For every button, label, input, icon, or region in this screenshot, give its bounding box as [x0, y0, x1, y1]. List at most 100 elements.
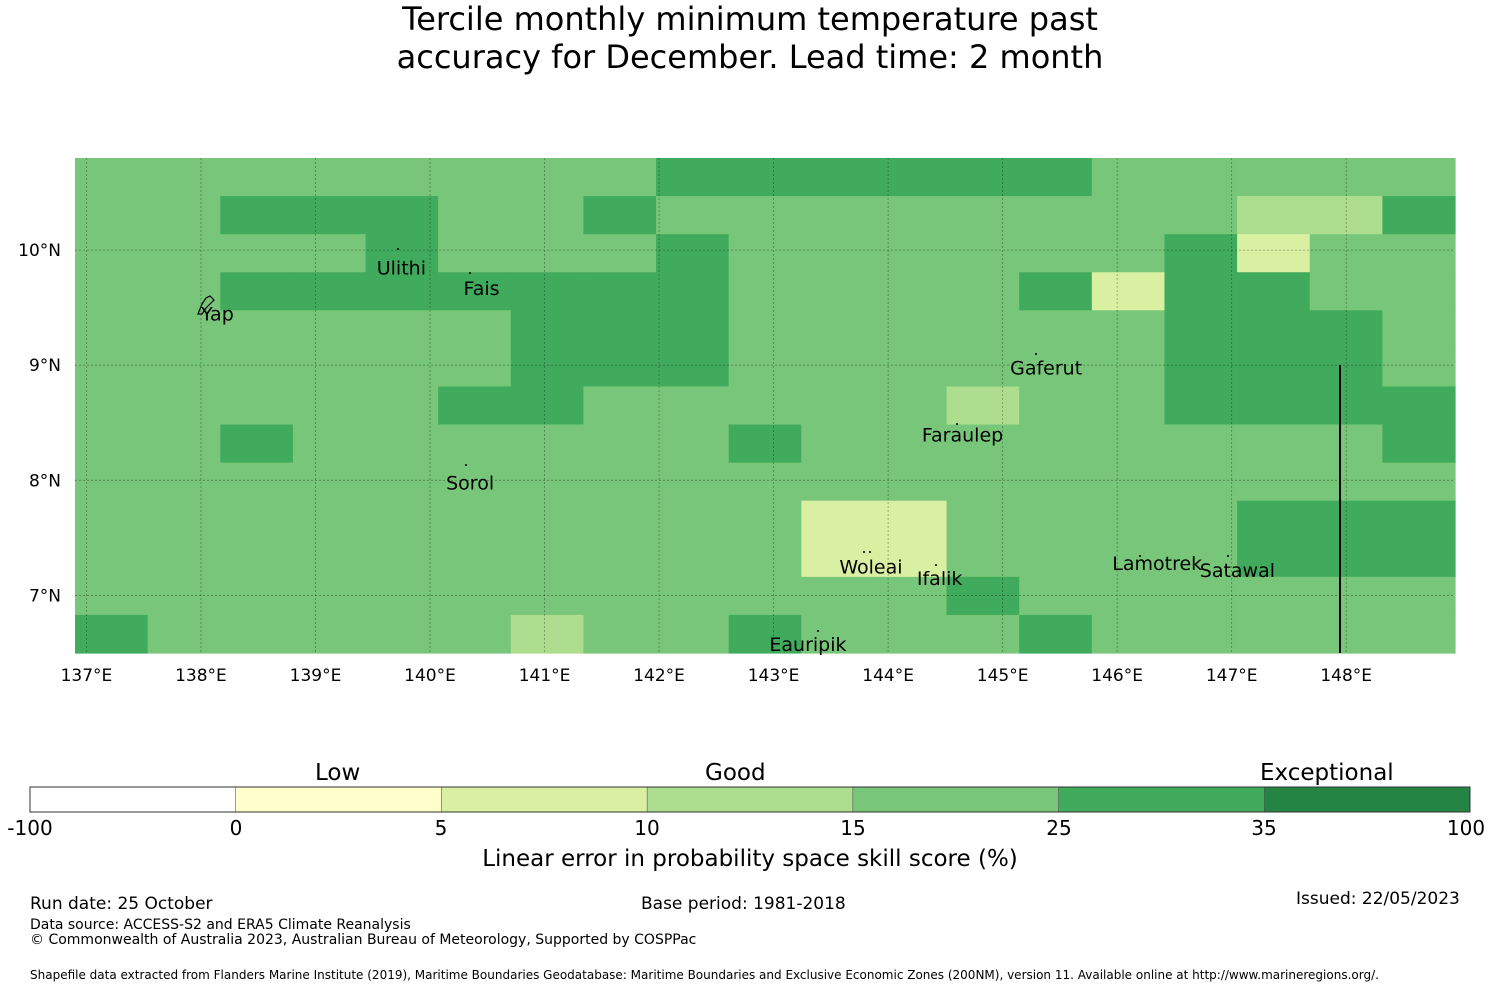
grid-cell	[583, 310, 657, 349]
grid-cell	[220, 462, 294, 502]
island-dot	[397, 248, 399, 250]
grid-cell	[438, 348, 512, 388]
colorbar-segment	[1264, 787, 1471, 812]
grid-cell	[1382, 234, 1456, 273]
grid-cell	[656, 424, 730, 464]
colorbar-category-low: Low	[315, 760, 361, 786]
grid-cell	[365, 500, 439, 540]
place-label: Ifalik	[917, 568, 963, 590]
grid-cell	[75, 462, 149, 502]
grid-cell	[220, 272, 294, 311]
grid-cell	[728, 500, 802, 540]
grid-cell	[583, 576, 657, 616]
grid-cell	[873, 462, 948, 502]
grid-cell	[801, 424, 875, 464]
longitude-label: 140°E	[404, 666, 456, 686]
grid-cell	[438, 614, 512, 654]
grid-cell	[438, 386, 512, 426]
latitude-label: 8°N	[29, 471, 61, 491]
grid-cell	[1091, 310, 1166, 349]
grid-cell	[438, 158, 512, 197]
grid-cell	[75, 386, 149, 426]
grid-cell	[801, 348, 875, 388]
latitude-label: 7°N	[29, 586, 61, 606]
colorbar-category-exceptional: Exceptional	[1260, 760, 1394, 786]
grid-cell	[75, 348, 149, 388]
grid-cell	[1019, 576, 1093, 616]
title-line-2: accuracy for December. Lead time: 2 mont…	[396, 38, 1104, 76]
grid-cell	[1091, 424, 1166, 464]
longitude-label: 139°E	[290, 666, 342, 686]
grid-cell	[438, 500, 512, 540]
grid-cell	[292, 538, 367, 578]
place-label: Eauripik	[769, 634, 846, 656]
grid-cell	[1091, 538, 1166, 578]
grid-cell	[583, 538, 657, 578]
colorbar-tick: -100	[7, 816, 53, 840]
grid-cell	[1382, 462, 1456, 502]
grid-cell	[438, 234, 512, 273]
grid-cell	[1237, 310, 1311, 349]
colorbar-segment	[30, 787, 237, 812]
grid-cell	[1091, 386, 1166, 426]
grid-cell	[147, 386, 221, 426]
grid-cell	[728, 614, 802, 654]
grid-cell	[292, 310, 367, 349]
grid-cell	[1237, 424, 1311, 464]
grid-cell	[728, 386, 802, 426]
grid-cell	[510, 234, 585, 273]
grid-cell	[292, 234, 367, 273]
grid-cell	[946, 234, 1020, 273]
longitude-label: 141°E	[519, 666, 571, 686]
grid-cell	[75, 272, 149, 311]
grid-cell	[728, 272, 802, 311]
longitude-label: 148°E	[1320, 666, 1372, 686]
grid-cell	[583, 196, 657, 235]
grid-cell	[365, 272, 439, 311]
longitude-label: 146°E	[1091, 666, 1143, 686]
grid-cell	[1091, 234, 1166, 273]
colorbar-tick: 10	[634, 816, 660, 840]
data-source: Data source: ACCESS-S2 and ERA5 Climate …	[30, 917, 411, 933]
grid-cell	[1019, 158, 1093, 197]
grid-cell	[1237, 462, 1311, 502]
grid-cell	[728, 462, 802, 502]
grid-cell	[365, 538, 439, 578]
shapefile-credit: Shapefile data extracted from Flanders M…	[30, 968, 1379, 982]
grid-cell	[1091, 196, 1166, 235]
grid-cell	[1309, 576, 1383, 616]
grid-cell	[946, 462, 1020, 502]
grid-cell	[801, 158, 875, 197]
grid-cell	[147, 614, 221, 654]
grid-cell	[292, 500, 367, 540]
colorbar-segment	[1058, 787, 1265, 812]
grid-cell	[583, 462, 657, 502]
latitude-label: 9°N	[29, 356, 61, 376]
grid-cell	[292, 424, 367, 464]
longitude-label: 147°E	[1206, 666, 1258, 686]
grid-cell	[1091, 614, 1166, 654]
grid-cell	[292, 614, 367, 654]
grid-cell	[1164, 462, 1238, 502]
grid-cell	[873, 234, 948, 273]
colorbar-segment	[647, 787, 854, 812]
grid-cell	[75, 196, 149, 235]
grid-cell	[220, 538, 294, 578]
copyright: © Commonwealth of Australia 2023, Austra…	[30, 932, 697, 948]
grid-cell	[220, 500, 294, 540]
grid-cell	[656, 234, 730, 273]
grid-cell	[1019, 272, 1093, 311]
grid-cell	[801, 196, 875, 235]
colorbar-category-good: Good	[705, 760, 766, 786]
grid-cell	[510, 272, 585, 311]
grid-cell	[1019, 424, 1093, 464]
grid-cell	[873, 614, 948, 654]
grid-cell	[946, 272, 1020, 311]
grid-cell	[510, 538, 585, 578]
grid-cell	[510, 310, 585, 349]
grid-cell	[656, 158, 730, 197]
grid-cell	[656, 462, 730, 502]
grid-cell	[1164, 614, 1238, 654]
colorbar-tick: 100	[1446, 816, 1486, 840]
grid-cell	[147, 424, 221, 464]
